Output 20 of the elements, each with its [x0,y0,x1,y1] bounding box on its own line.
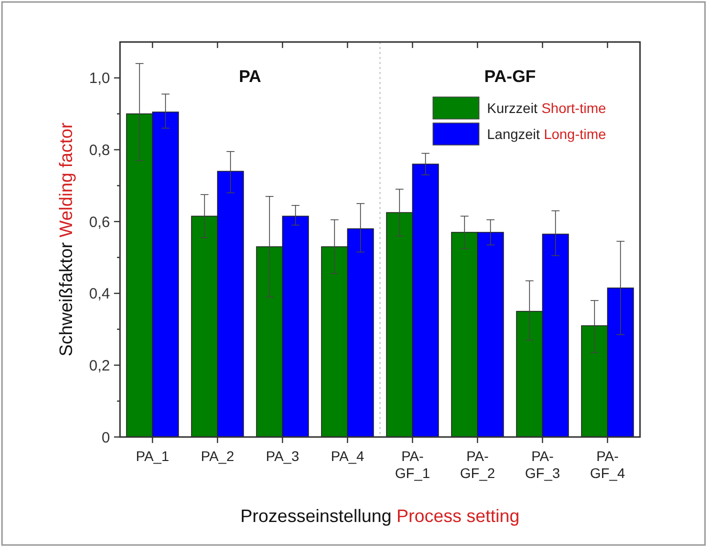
x-tick-label: PA_3 [266,448,300,464]
y-tick-label: 1,0 [89,70,110,88]
y-tick-label: 0,8 [89,142,110,159]
x-tick-label: PA-GF_3 [524,448,560,481]
annotation: PA [238,67,262,86]
legend-label: Kurzzeit Short-time [487,100,606,116]
y-tick-label: 0 [102,429,110,446]
x-tick-label: PA_4 [330,448,364,464]
legend-label: Langzeit Long-time [487,126,606,142]
y-axis-title: Schweißfaktor Welding factor [56,122,76,356]
x-tick-label: PA_1 [136,448,170,464]
y-tick-label: 0,6 [89,214,110,231]
x-tick-label: PA_2 [200,448,234,464]
x-axis-title: Prozesseinstellung Process setting [240,506,520,526]
x-tick-label: PA-GF_2 [460,448,496,481]
x-tick-label: PA-GF_1 [394,448,430,481]
annotation: PA-GF [484,67,536,86]
x-tick-label: PA-GF_4 [590,448,626,481]
y-tick-label: 0,2 [89,357,110,374]
y-tick-label: 0,4 [89,286,110,303]
